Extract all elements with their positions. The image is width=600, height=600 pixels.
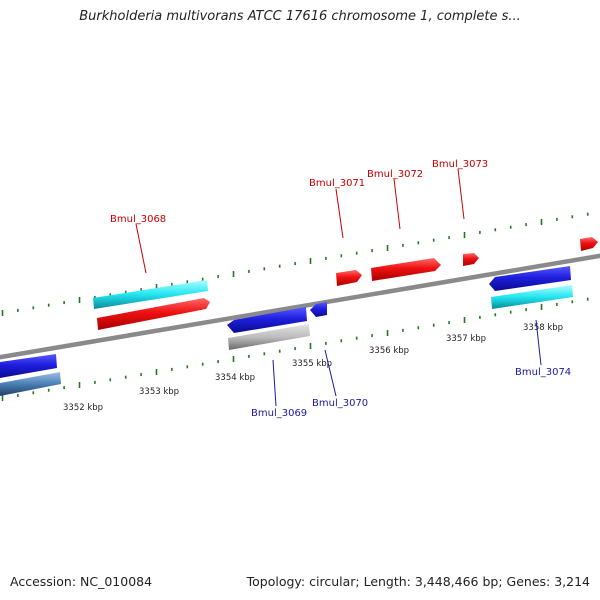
gene-label-bmul-3072[interactable]: Bmul_3072: [367, 169, 423, 180]
tick-label: 3352 kbp: [63, 403, 103, 413]
label-leaders: [135, 168, 542, 407]
reverse-gene-bmul-3069[interactable]: [227, 307, 307, 333]
forward-gene-edge[interactable]: [580, 237, 598, 251]
chromosome-backbone: [0, 253, 600, 360]
gene-label-bmul-3071[interactable]: Bmul_3071: [309, 178, 365, 189]
cyan-feature-bar-right[interactable]: [491, 285, 573, 309]
tick-label: 3357 kbp: [446, 334, 486, 344]
gray-feature-bar[interactable]: [228, 324, 310, 350]
gene-label-bmul-3074[interactable]: Bmul_3074: [515, 367, 571, 378]
tick-label: 3358 kbp: [523, 323, 563, 333]
gene-label-bmul-3069[interactable]: Bmul_3069: [251, 408, 307, 419]
lower-tick-row: [1, 297, 589, 401]
forward-gene-bmul-3073[interactable]: [463, 253, 479, 266]
steel-feature-bar-left[interactable]: [0, 372, 61, 396]
tick-label: 3354 kbp: [215, 373, 255, 383]
reverse-gene-bmul-3070[interactable]: [310, 302, 327, 317]
forward-strand-features: [93, 237, 598, 330]
reverse-strand-features: [0, 266, 573, 396]
gene-label-bmul-3073[interactable]: Bmul_3073: [432, 159, 488, 170]
tick-labels: 3352 kbp 3353 kbp 3354 kbp 3355 kbp 3356…: [63, 323, 563, 413]
forward-gene-bmul-3072[interactable]: [371, 258, 441, 281]
gene-label-bmul-3068[interactable]: Bmul_3068: [110, 214, 166, 225]
gene-labels: Bmul_3068 Bmul_3071 Bmul_3072 Bmul_3073 …: [110, 159, 571, 419]
accession-text: Accession: NC_010084: [10, 574, 153, 589]
tick-label: 3356 kbp: [369, 346, 409, 356]
reverse-gene-bmul-3074[interactable]: [489, 266, 571, 291]
tick-label: 3353 kbp: [139, 387, 179, 397]
forward-gene-bmul-3071[interactable]: [336, 270, 362, 286]
reverse-gene-left-edge[interactable]: [0, 354, 57, 378]
gene-label-bmul-3070[interactable]: Bmul_3070: [312, 398, 368, 409]
forward-gene-bmul-3068[interactable]: [97, 298, 210, 330]
map-title: Burkholderia multivorans ATCC 17616 chro…: [79, 9, 521, 24]
cyan-feature-bar[interactable]: [93, 280, 208, 309]
topology-summary: Topology: circular; Length: 3,448,466 bp…: [246, 574, 590, 589]
tick-label: 3355 kbp: [292, 359, 332, 369]
